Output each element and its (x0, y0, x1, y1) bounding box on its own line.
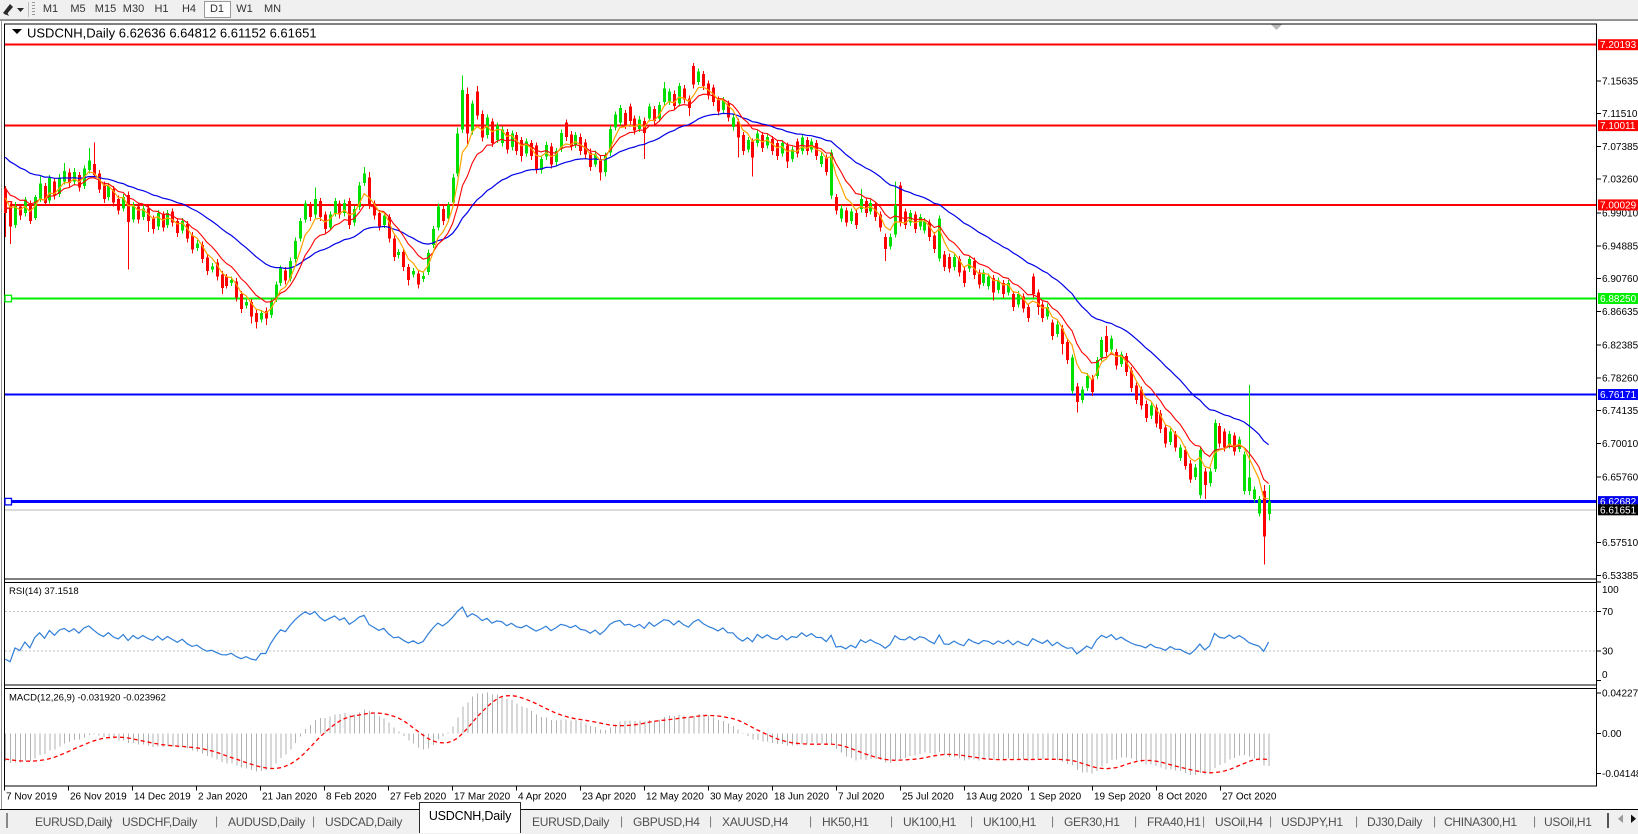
svg-text:0.00: 0.00 (1602, 729, 1622, 740)
svg-text:6.62682: 6.62682 (1600, 497, 1637, 508)
svg-text:23 Apr 2020: 23 Apr 2020 (582, 792, 636, 803)
svg-text:2 Jan 2020: 2 Jan 2020 (198, 792, 248, 803)
svg-text:17 Mar 2020: 17 Mar 2020 (454, 792, 511, 803)
svg-text:7.07385: 7.07385 (1602, 142, 1638, 153)
svg-text:7 Jul 2020: 7 Jul 2020 (838, 792, 885, 803)
svg-text:6.57510: 6.57510 (1602, 538, 1638, 549)
svg-text:0: 0 (1602, 670, 1608, 681)
svg-text:7 Nov 2019: 7 Nov 2019 (6, 792, 58, 803)
svg-text:6.74135: 6.74135 (1602, 406, 1638, 417)
svg-text:8 Feb 2020: 8 Feb 2020 (326, 792, 377, 803)
svg-text:MACD(12,26,9) -0.031920 -0.023: MACD(12,26,9) -0.031920 -0.023962 (9, 693, 166, 704)
svg-text:1 Sep 2020: 1 Sep 2020 (1030, 792, 1082, 803)
svg-text:7.00029: 7.00029 (1600, 200, 1637, 211)
svg-text:30 May 2020: 30 May 2020 (710, 792, 768, 803)
svg-text:7.03260: 7.03260 (1602, 175, 1638, 186)
svg-text:14 Dec 2019: 14 Dec 2019 (134, 792, 191, 803)
svg-text:6.65760: 6.65760 (1602, 473, 1638, 484)
svg-text:6.70010: 6.70010 (1602, 439, 1638, 450)
svg-text:27 Oct 2020: 27 Oct 2020 (1222, 792, 1277, 803)
svg-text:4 Apr 2020: 4 Apr 2020 (518, 792, 567, 803)
svg-text:19 Sep 2020: 19 Sep 2020 (1094, 792, 1151, 803)
svg-text:6.90760: 6.90760 (1602, 274, 1638, 285)
svg-text:0.042275: 0.042275 (1602, 689, 1638, 700)
svg-text:6.82385: 6.82385 (1602, 341, 1638, 352)
svg-text:-0.04148: -0.04148 (1602, 769, 1638, 780)
svg-text:7.20193: 7.20193 (1600, 40, 1637, 51)
svg-text:27 Feb 2020: 27 Feb 2020 (390, 792, 447, 803)
svg-text:30: 30 (1602, 646, 1614, 657)
svg-text:6.53385: 6.53385 (1602, 571, 1638, 582)
svg-text:7.15635: 7.15635 (1602, 76, 1638, 87)
svg-text:70: 70 (1602, 607, 1614, 618)
svg-text:USDCNH,Daily 6.62636 6.64812: USDCNH,Daily 6.62636 6.64812 6.61152 6.6… (27, 26, 317, 41)
svg-text:6.88250: 6.88250 (1600, 294, 1637, 305)
svg-text:21 Jan 2020: 21 Jan 2020 (262, 792, 317, 803)
svg-text:RSI(14) 37.1518: RSI(14) 37.1518 (9, 586, 79, 597)
svg-text:7.10011: 7.10011 (1600, 121, 1636, 132)
svg-text:12 May 2020: 12 May 2020 (646, 792, 704, 803)
svg-text:8 Oct 2020: 8 Oct 2020 (1158, 792, 1207, 803)
svg-text:6.78260: 6.78260 (1602, 373, 1638, 384)
svg-text:25 Jul 2020: 25 Jul 2020 (902, 792, 954, 803)
svg-text:7.11510: 7.11510 (1602, 109, 1638, 120)
svg-text:18 Jun 2020: 18 Jun 2020 (774, 792, 829, 803)
svg-text:13 Aug 2020: 13 Aug 2020 (966, 792, 1023, 803)
svg-text:26 Nov 2019: 26 Nov 2019 (70, 792, 127, 803)
svg-text:6.86635: 6.86635 (1602, 307, 1638, 318)
svg-text:6.76171: 6.76171 (1600, 390, 1637, 401)
svg-text:100: 100 (1602, 585, 1619, 596)
svg-text:6.61651: 6.61651 (1600, 505, 1637, 516)
svg-text:6.99010: 6.99010 (1602, 209, 1638, 220)
svg-text:6.94885: 6.94885 (1602, 241, 1638, 252)
